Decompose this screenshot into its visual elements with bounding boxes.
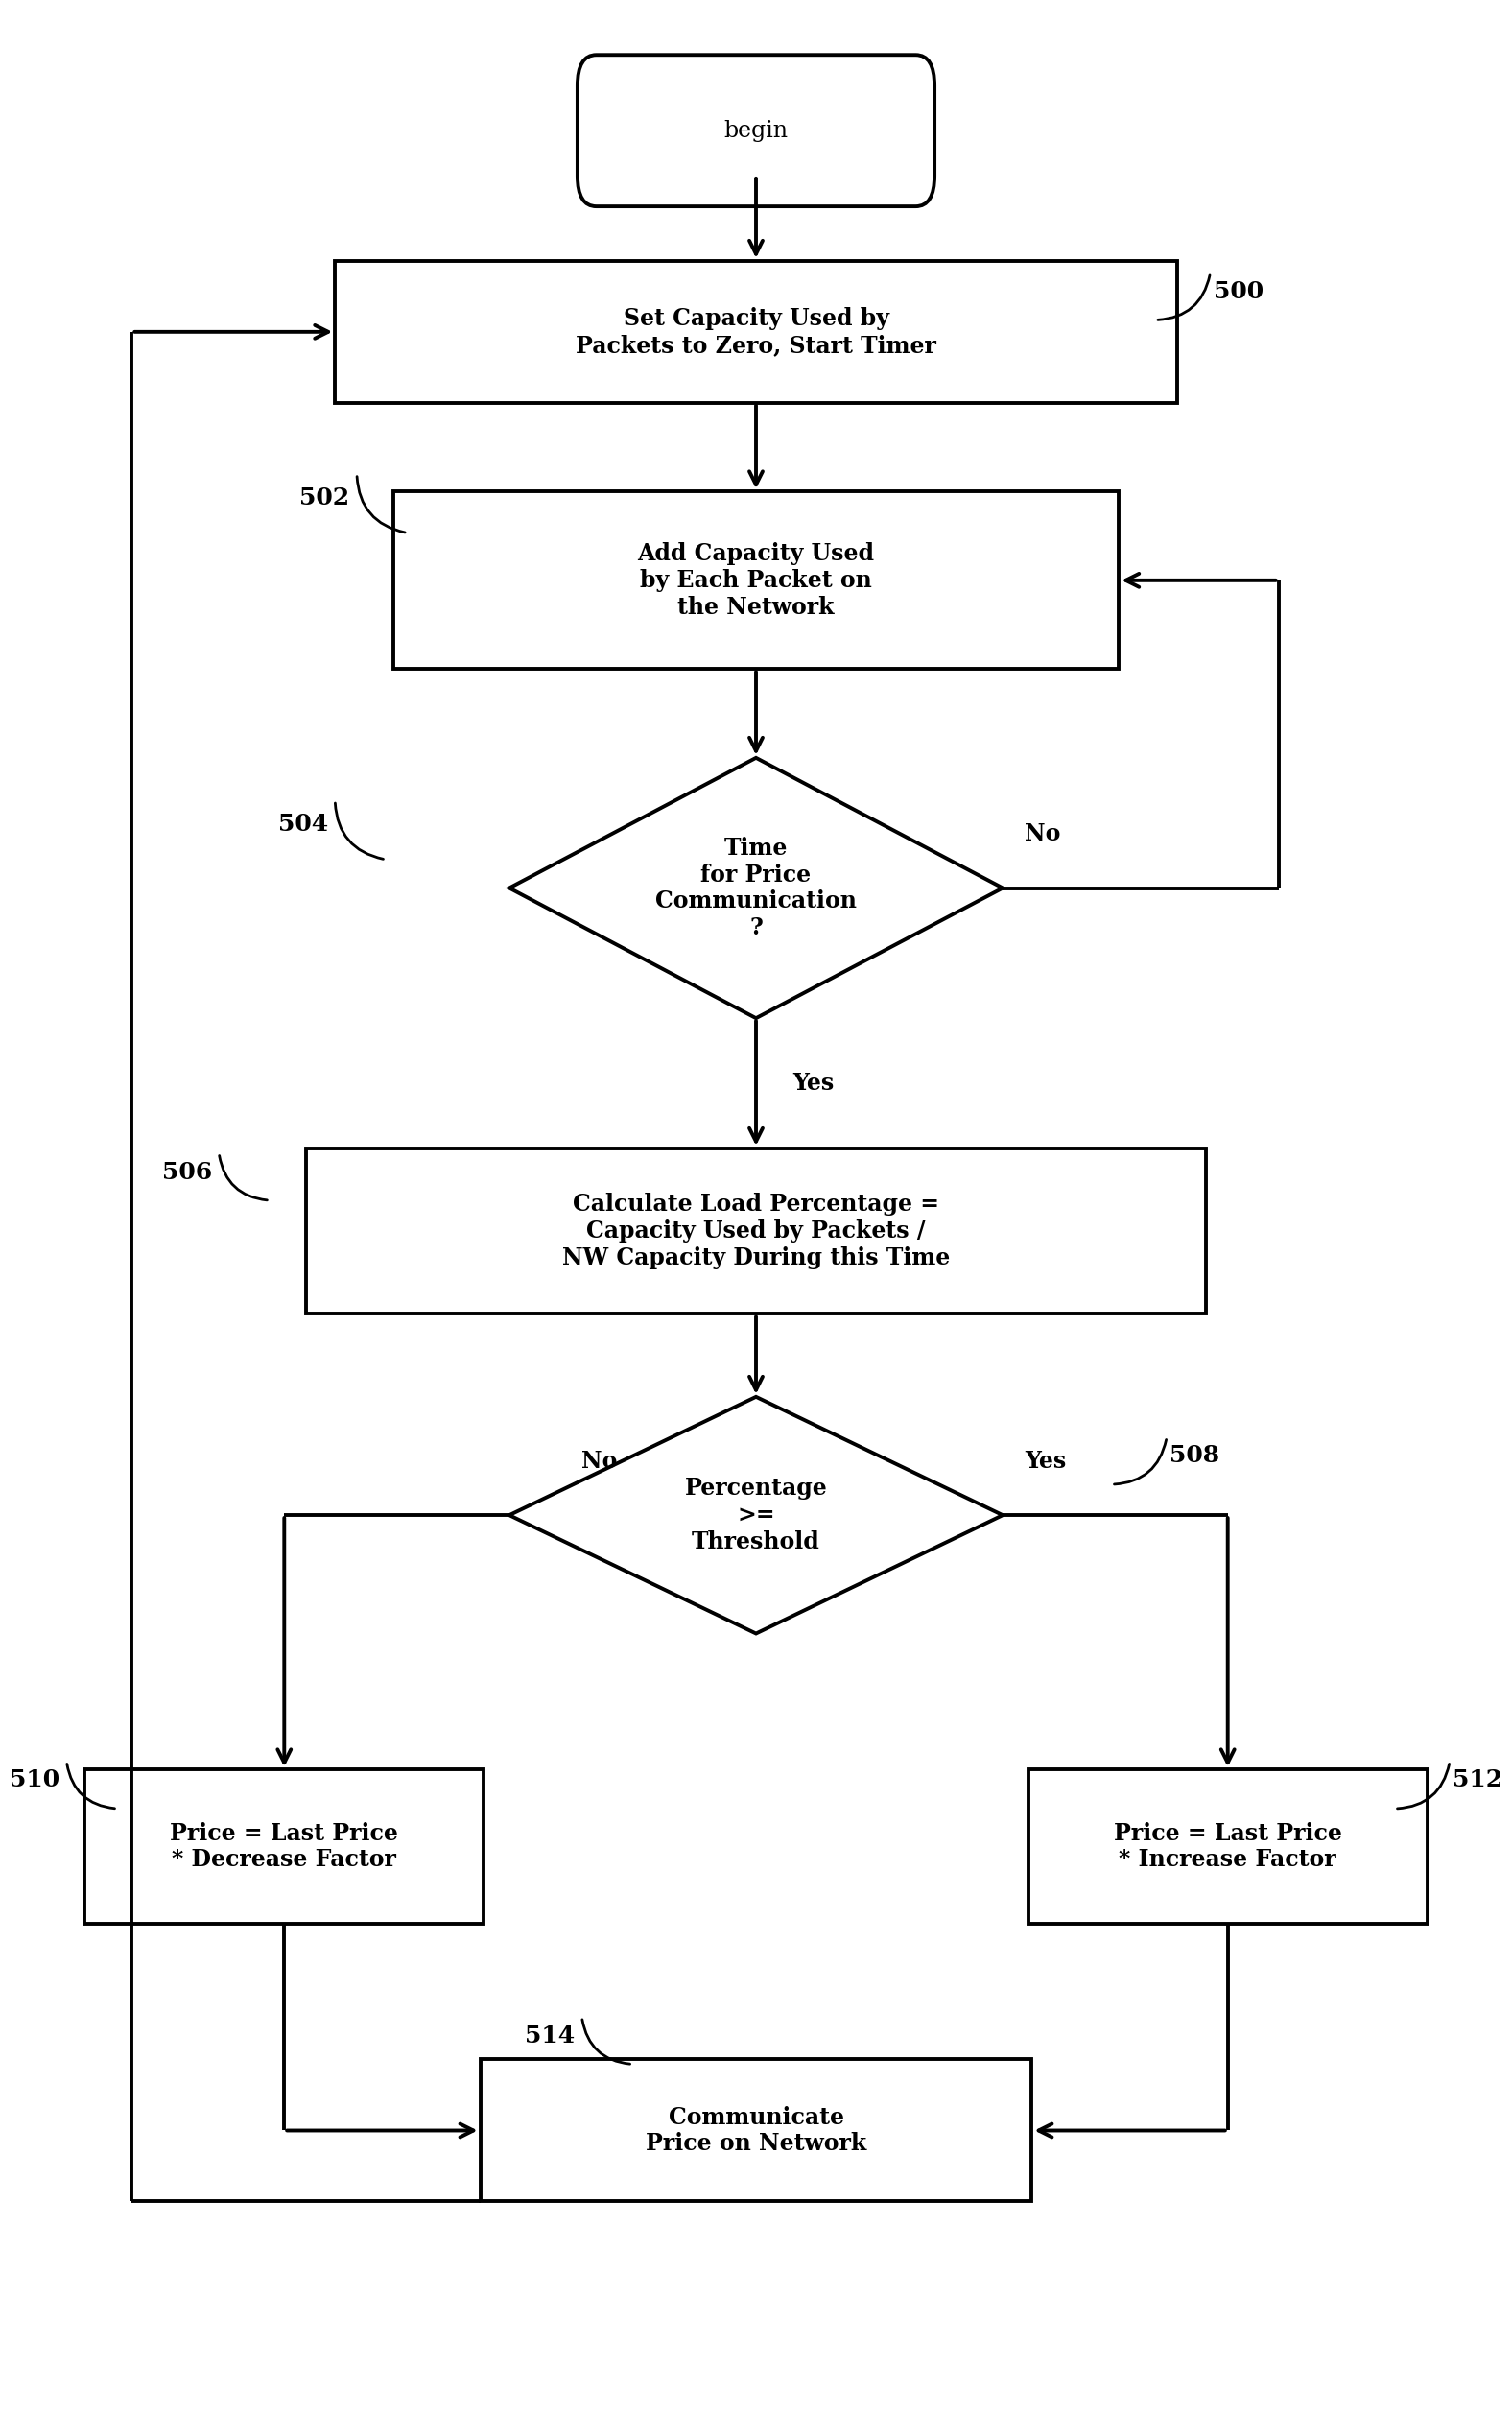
Text: 504: 504 bbox=[278, 811, 328, 836]
Bar bbox=[85, 1770, 484, 1922]
Bar bbox=[1028, 1770, 1427, 1922]
Text: 500: 500 bbox=[1213, 280, 1263, 304]
Text: Add Capacity Used
by Each Packet on
the Network: Add Capacity Used by Each Packet on the … bbox=[638, 541, 874, 618]
Text: 510: 510 bbox=[9, 1768, 59, 1792]
Polygon shape bbox=[510, 758, 1002, 1019]
Bar bbox=[305, 1150, 1207, 1314]
Bar bbox=[481, 2060, 1031, 2202]
Text: Percentage
>=
Threshold: Percentage >= Threshold bbox=[685, 1478, 827, 1553]
Text: No: No bbox=[582, 1449, 618, 1473]
Text: Yes: Yes bbox=[792, 1072, 833, 1094]
Text: Calculate Load Percentage =
Capacity Used by Packets /
NW Capacity During this T: Calculate Load Percentage = Capacity Use… bbox=[562, 1193, 950, 1270]
Text: Set Capacity Used by
Packets to Zero, Start Timer: Set Capacity Used by Packets to Zero, St… bbox=[576, 307, 936, 357]
Text: begin: begin bbox=[724, 121, 788, 142]
Text: Time
for Price
Communication
?: Time for Price Communication ? bbox=[655, 836, 857, 939]
Text: 506: 506 bbox=[162, 1162, 212, 1183]
Text: Price = Last Price
* Decrease Factor: Price = Last Price * Decrease Factor bbox=[171, 1821, 398, 1872]
Text: 512: 512 bbox=[1453, 1768, 1503, 1792]
Bar bbox=[393, 493, 1119, 669]
Text: Price = Last Price
* Increase Factor: Price = Last Price * Increase Factor bbox=[1114, 1821, 1341, 1872]
Text: No: No bbox=[1025, 824, 1060, 845]
Text: 508: 508 bbox=[1170, 1444, 1220, 1468]
FancyBboxPatch shape bbox=[578, 56, 934, 205]
Text: 502: 502 bbox=[299, 485, 349, 510]
Polygon shape bbox=[510, 1396, 1002, 1633]
Bar bbox=[336, 261, 1176, 403]
Text: Communicate
Price on Network: Communicate Price on Network bbox=[646, 2106, 866, 2154]
Text: 514: 514 bbox=[525, 2024, 575, 2048]
Text: Yes: Yes bbox=[1025, 1449, 1066, 1473]
